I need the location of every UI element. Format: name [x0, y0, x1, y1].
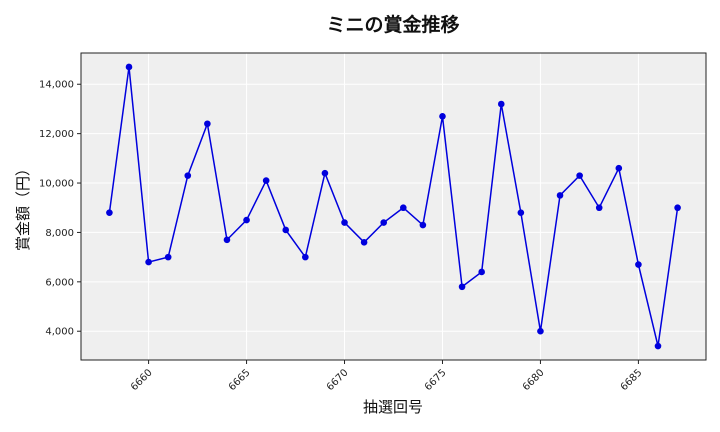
data-point	[399, 204, 407, 212]
y-axis-title: 賞金額（円）	[14, 161, 32, 251]
data-point	[125, 63, 133, 71]
y-tick-label: 6,000	[45, 277, 74, 288]
y-tick-label: 12,000	[39, 129, 74, 140]
data-point	[674, 204, 681, 212]
plot-frame	[80, 52, 707, 361]
data-point	[439, 113, 446, 120]
grid	[81, 53, 706, 360]
x-tick-label: 6660	[129, 367, 155, 393]
x-tick-label: 6675	[423, 367, 449, 393]
data-point	[517, 209, 525, 216]
data-point	[184, 172, 192, 179]
plot-area	[81, 53, 706, 360]
data-point	[341, 219, 348, 226]
y-tick-label: 8,000	[45, 228, 74, 239]
data-point	[321, 169, 329, 177]
data-point	[262, 177, 270, 184]
data-point	[302, 253, 309, 261]
data-point	[145, 258, 152, 266]
series	[106, 63, 681, 350]
data-point	[537, 327, 544, 335]
data-point	[419, 221, 427, 229]
data-point	[497, 100, 505, 108]
data-point	[654, 342, 662, 350]
x-tick-label: 6685	[619, 367, 645, 393]
data-point	[164, 253, 172, 261]
chart-title: ミニの賞金推移	[326, 13, 459, 36]
x-tick-label: 6665	[227, 367, 253, 393]
data-point	[282, 226, 290, 234]
data-point	[204, 120, 211, 128]
x-axis-title: 抽選回号	[363, 398, 423, 416]
y-tick-label: 10,000	[39, 179, 74, 190]
data-point	[360, 239, 368, 246]
series-line	[108, 66, 679, 347]
data-point	[243, 216, 250, 224]
data-point	[615, 164, 623, 172]
data-point	[635, 261, 642, 268]
data-point	[478, 268, 485, 276]
y-tick-label: 4,000	[45, 327, 74, 338]
data-point	[106, 209, 113, 216]
data-point	[380, 219, 388, 226]
x-tick-label: 6670	[325, 367, 351, 393]
data-point	[595, 204, 603, 212]
data-point	[223, 236, 231, 244]
x-tick-label: 6680	[521, 367, 547, 393]
data-point	[576, 172, 583, 179]
data-point	[458, 283, 466, 291]
data-point	[556, 192, 564, 199]
y-tick-label: 14,000	[39, 80, 74, 91]
